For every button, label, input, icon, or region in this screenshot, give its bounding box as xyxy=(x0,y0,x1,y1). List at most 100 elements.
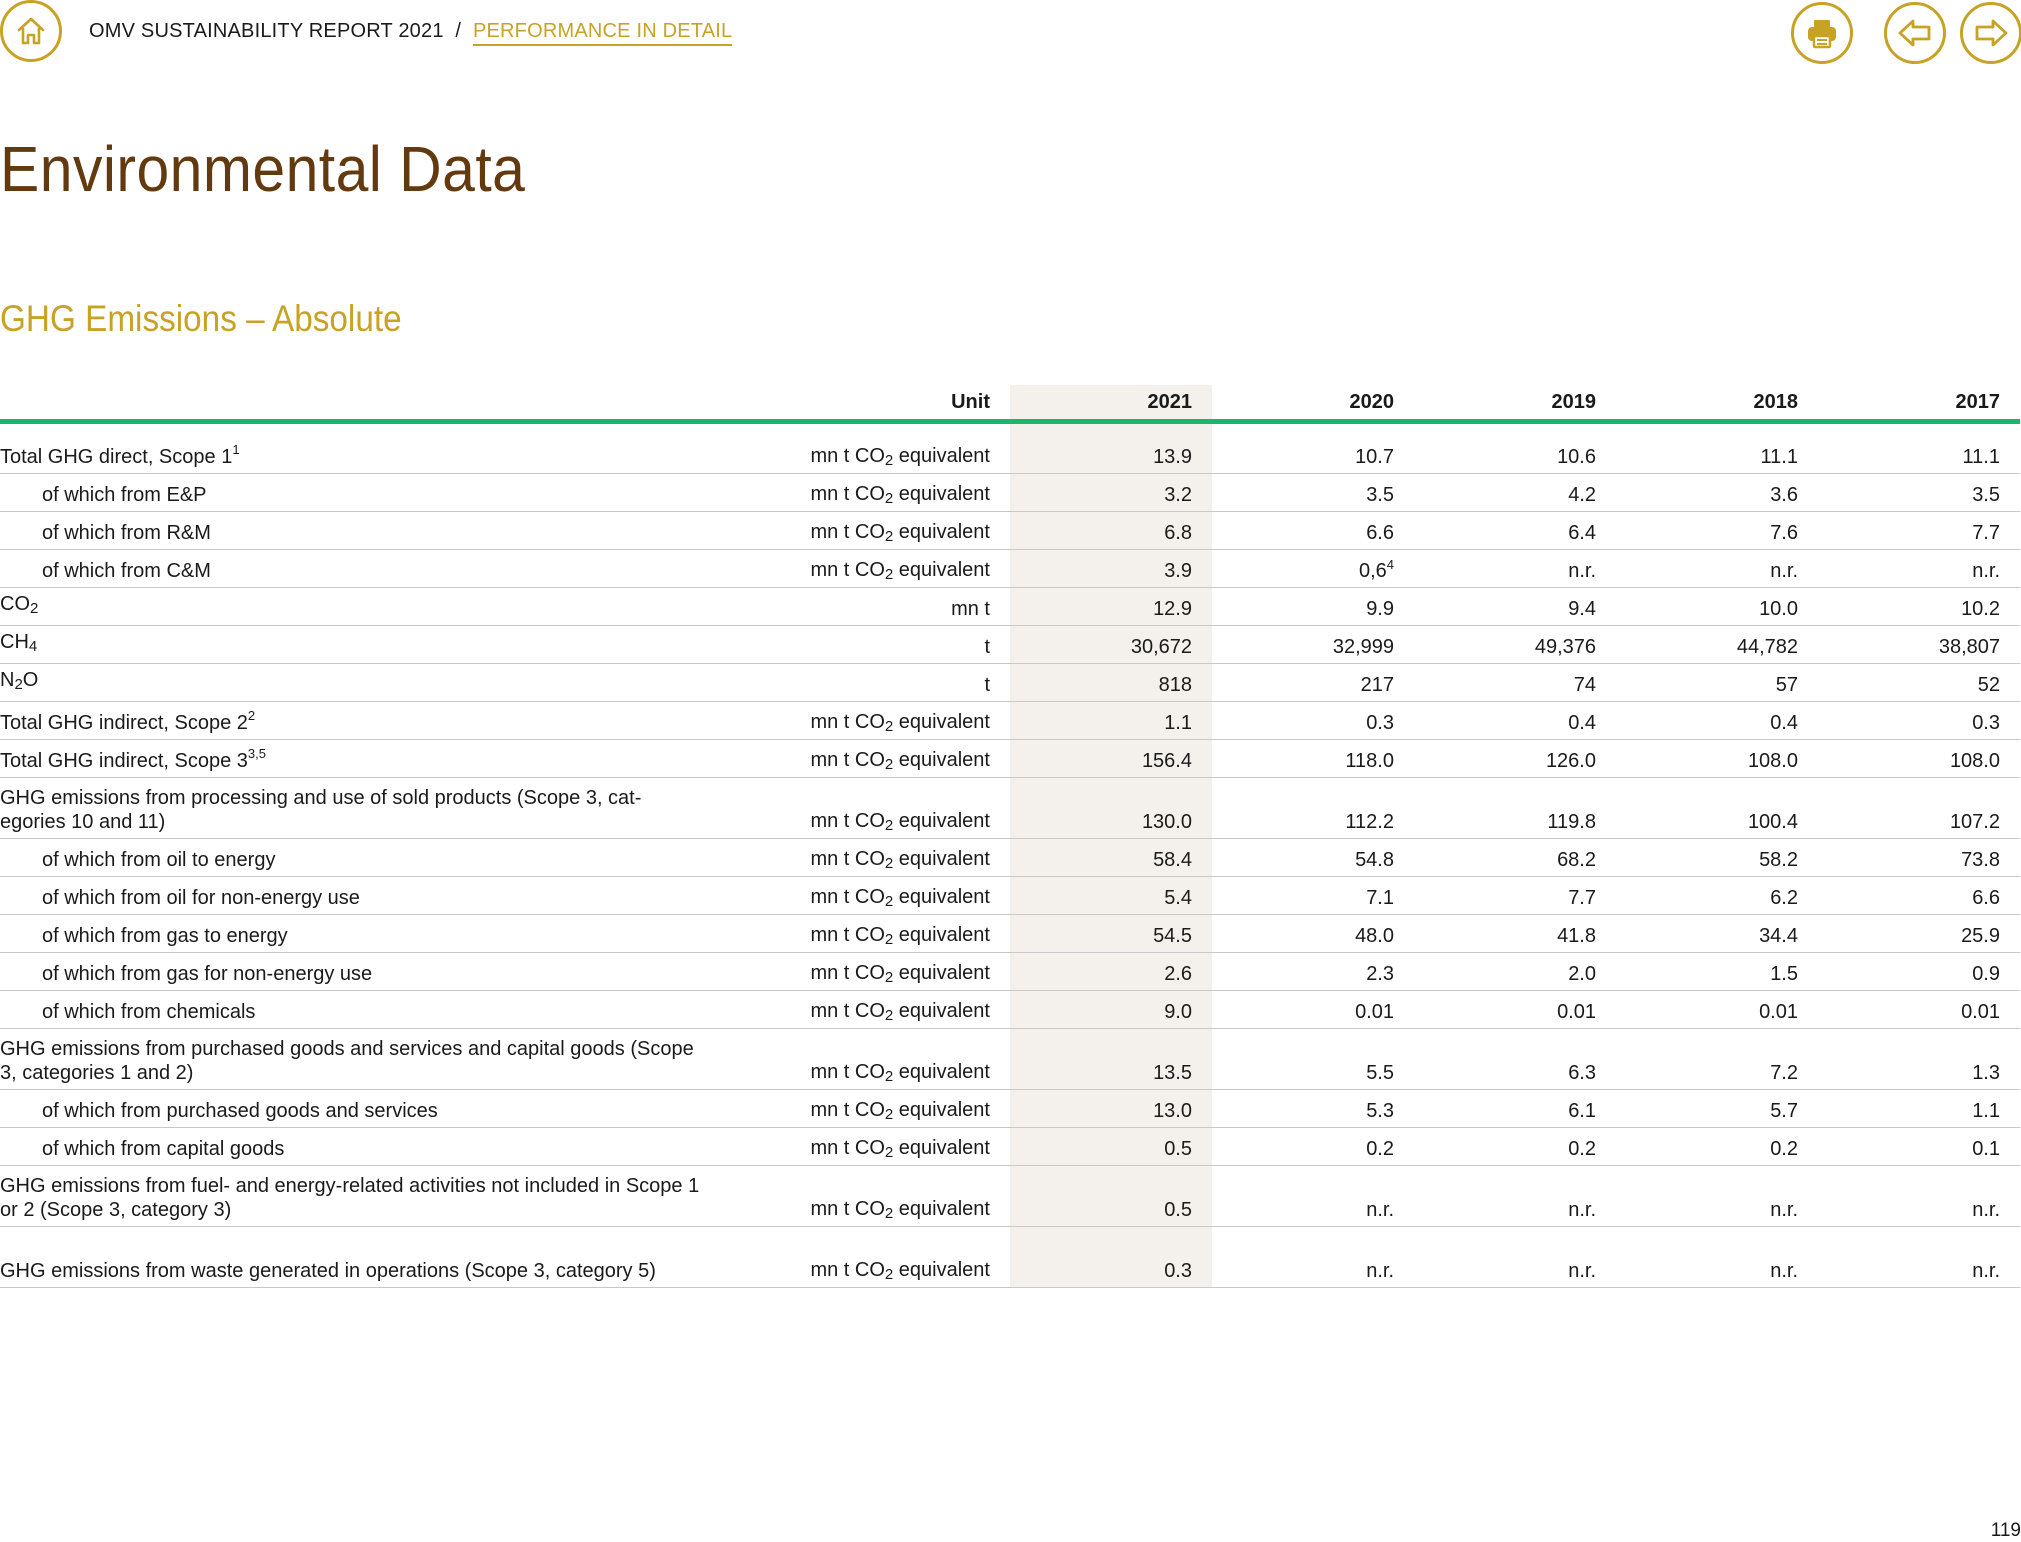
table-row: of which from gas for non-energy use mn t… xyxy=(0,952,2020,991)
cell-value: 0.2 xyxy=(1616,1127,1818,1166)
cell-value-text: 38,807 xyxy=(1938,636,2000,658)
breadcrumb-section-link[interactable]: PERFORMANCE IN DETAIL xyxy=(472,20,733,46)
arrow-right-icon xyxy=(1975,19,2008,47)
row-label-text: GHG emissions from processing and use of… xyxy=(0,787,642,833)
cell-value-text: 0.01 xyxy=(1961,1001,2000,1023)
row-label-text: of which from C&M xyxy=(42,560,211,582)
row-label: of which from gas to energy xyxy=(0,914,720,953)
next-page-button[interactable] xyxy=(1960,2,2021,64)
home-button[interactable] xyxy=(0,0,62,62)
row-label-text: of which from purchased goods and servic… xyxy=(42,1100,438,1122)
row-label-text: N2O xyxy=(0,669,39,693)
cell-value-text: 5.4 xyxy=(1164,887,1192,909)
footnote-marker: 4 xyxy=(1386,557,1394,572)
cell-value: 7.1 xyxy=(1212,876,1414,915)
cell-value: n.r. xyxy=(1616,549,1818,588)
table-row: GHG emissions from waste generated in op… xyxy=(0,1226,2020,1288)
cell-value: 54.5 xyxy=(1010,914,1212,953)
cell-value-text: 2.0 xyxy=(1568,963,1596,985)
cell-value: n.r. xyxy=(1616,1165,1818,1227)
row-label-text: of which from gas for non-energy use xyxy=(42,963,373,985)
cell-value-text: 10.7 xyxy=(1355,446,1394,468)
cell-value-text: 112.2 xyxy=(1345,811,1394,833)
cell-value: n.r. xyxy=(1818,1165,2020,1227)
cell-value: 74 xyxy=(1414,663,1616,702)
cell-value: 6.8 xyxy=(1010,511,1212,550)
table-row: of which from oil to energy mn t CO2 equi… xyxy=(0,838,2020,877)
cell-value-text: 3.9 xyxy=(1164,560,1192,582)
cell-value: 2.6 xyxy=(1010,952,1212,991)
cell-value-text: 9.0 xyxy=(1164,1001,1192,1023)
row-unit: mn t CO2 equivalent xyxy=(720,701,1010,740)
cell-value: n.r. xyxy=(1414,549,1616,588)
cell-value: 54.8 xyxy=(1212,838,1414,877)
cell-value-text: 52 xyxy=(1977,674,2000,696)
cell-value: n.r. xyxy=(1212,1226,1414,1288)
row-label-text: of which from chemicals xyxy=(42,1001,256,1023)
report-title: OMV SUSTAINABILITY REPORT 2021 xyxy=(89,20,444,42)
cell-value: 57 xyxy=(1616,663,1818,702)
cell-value: 4.2 xyxy=(1414,473,1616,512)
cell-value-text: 2.3 xyxy=(1366,963,1394,985)
cell-value: 5.4 xyxy=(1010,876,1212,915)
cell-value-text: 5.3 xyxy=(1366,1100,1394,1122)
cell-value-text: 68.2 xyxy=(1557,849,1596,871)
cell-value-text: 108.0 xyxy=(1747,750,1798,772)
cell-value: 0.2 xyxy=(1212,1127,1414,1166)
cell-value: 818 xyxy=(1010,663,1212,702)
table-row: N2O t 818 217 74 57 52 xyxy=(0,663,2020,702)
previous-page-button[interactable] xyxy=(1884,2,1946,64)
row-unit: mn t CO2 equivalent xyxy=(720,1226,1010,1288)
ghg-emissions-table: Unit 2021 2020 2019 2018 2017 Total GHG … xyxy=(0,385,2020,1288)
table-body: Total GHG direct, Scope 11 mn t CO2 equiv… xyxy=(0,421,2020,1288)
cell-value-text: 49,376 xyxy=(1534,636,1596,658)
cell-value: 130.0 xyxy=(1010,777,1212,839)
cell-value-text: 73.8 xyxy=(1961,849,2000,871)
cell-value-text: 34.4 xyxy=(1759,925,1798,947)
cell-value-text: 54.5 xyxy=(1153,925,1192,947)
cell-value-text: 11.1 xyxy=(1760,446,1798,468)
cell-value: 119.8 xyxy=(1414,777,1616,839)
cell-value-text: 3.6 xyxy=(1770,484,1798,506)
table-row: Total GHG direct, Scope 11 mn t CO2 equiv… xyxy=(0,421,2020,474)
cell-value-text: 2.6 xyxy=(1164,963,1192,985)
row-label: CO2 xyxy=(0,587,720,626)
table-row: CO2 mn t 12.9 9.9 9.4 10.0 10.2 xyxy=(0,587,2020,626)
cell-value-text: n.r. xyxy=(1366,1199,1394,1221)
cell-value-text: n.r. xyxy=(1770,1260,1798,1282)
row-unit: mn t CO2 equivalent xyxy=(720,1165,1010,1227)
cell-value: 34.4 xyxy=(1616,914,1818,953)
row-label-text: of which from E&P xyxy=(42,484,207,506)
cell-value: 0.4 xyxy=(1414,701,1616,740)
cell-value: 0.01 xyxy=(1212,990,1414,1029)
cell-value-text: 126.0 xyxy=(1545,750,1596,772)
cell-value: 108.0 xyxy=(1818,739,2020,778)
cell-value: 0.2 xyxy=(1414,1127,1616,1166)
row-label: of which from E&P xyxy=(0,473,720,512)
cell-value: 0.4 xyxy=(1616,701,1818,740)
cell-value-text: 7.2 xyxy=(1770,1062,1798,1084)
cell-value-text: 13.0 xyxy=(1153,1100,1192,1122)
home-icon xyxy=(17,17,45,45)
header-year-2018: 2018 xyxy=(1753,390,1799,413)
cell-value: 6.6 xyxy=(1818,876,2020,915)
footnote-marker: 2 xyxy=(247,708,256,723)
cell-value-text: 0.4 xyxy=(1770,712,1798,734)
cell-value: 126.0 xyxy=(1414,739,1616,778)
row-label: of which from C&M xyxy=(0,549,720,588)
row-label: of which from gas for non-energy use xyxy=(0,952,720,991)
cell-value: n.r. xyxy=(1818,549,2020,588)
cell-value: 108.0 xyxy=(1616,739,1818,778)
table-row: Total GHG indirect, Scope 22 mn t CO2 equ… xyxy=(0,701,2020,740)
print-button[interactable] xyxy=(1791,2,1853,64)
cell-value: 6.4 xyxy=(1414,511,1616,550)
cell-value: 0.5 xyxy=(1010,1127,1212,1166)
cell-value-text: 6.8 xyxy=(1164,522,1192,544)
cell-value: 217 xyxy=(1212,663,1414,702)
cell-value-text: 217 xyxy=(1360,674,1394,696)
row-label-text: Total GHG indirect, Scope 3 xyxy=(0,750,248,772)
cell-value: 9.4 xyxy=(1414,587,1616,626)
cell-value-text: n.r. xyxy=(1568,1260,1596,1282)
header-year-2021: 2021 xyxy=(1010,385,1212,422)
row-label-text: of which from oil for non-energy use xyxy=(42,887,360,909)
